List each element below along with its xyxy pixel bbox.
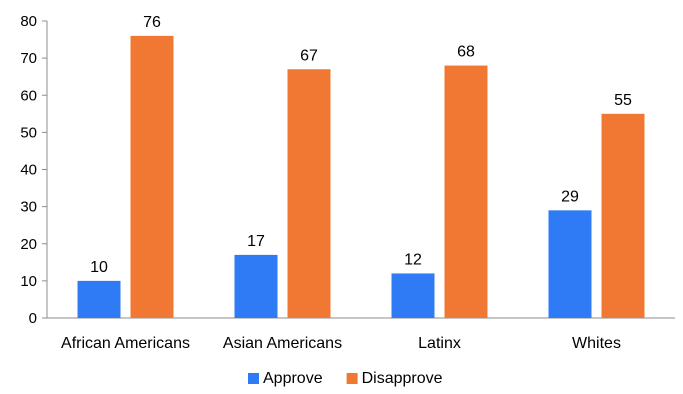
x-tick-label-african-americans: African Americans bbox=[61, 335, 190, 352]
data-label-disapprove-african-americans: 76 bbox=[143, 14, 161, 31]
y-tick-label: 80 bbox=[20, 13, 37, 30]
y-tick-label: 50 bbox=[20, 124, 37, 141]
bar-approve-asian-americans bbox=[234, 254, 278, 318]
data-label-disapprove-asian-americans: 67 bbox=[300, 47, 318, 64]
data-label-disapprove-whites: 55 bbox=[614, 92, 632, 109]
bar-disapprove-latinx bbox=[444, 65, 488, 318]
x-tick-label-asian-americans: Asian Americans bbox=[223, 335, 342, 352]
legend-swatch-approve bbox=[248, 373, 259, 384]
data-label-approve-african-americans: 10 bbox=[90, 259, 108, 276]
legend-swatch-disapprove bbox=[346, 373, 358, 384]
y-tick-label: 60 bbox=[20, 87, 37, 104]
data-label-disapprove-latinx: 68 bbox=[457, 44, 475, 61]
bar-disapprove-asian-americans bbox=[287, 69, 331, 318]
legend-label-disapprove: Disapprove bbox=[362, 370, 443, 387]
data-label-approve-latinx: 12 bbox=[404, 251, 422, 268]
x-axis: African Americans Asian Americans Latinx Wh… bbox=[47, 317, 675, 352]
legend-label-approve: Approve bbox=[263, 370, 323, 387]
data-labels: 10 76 17 67 12 68 29 55 bbox=[90, 14, 632, 276]
data-label-approve-asian-americans: 17 bbox=[247, 233, 265, 250]
x-tick-label-whites: Whites bbox=[572, 335, 621, 352]
bar-disapprove-whites bbox=[601, 113, 645, 318]
bar-approve-latinx bbox=[391, 273, 435, 318]
y-tick-label: 20 bbox=[20, 236, 37, 253]
bar-approve-whites bbox=[548, 210, 592, 318]
data-label-approve-whites: 29 bbox=[561, 188, 579, 205]
y-tick-label: 0 bbox=[29, 310, 37, 327]
y-tick-label: 30 bbox=[20, 199, 37, 216]
x-tick-label-latinx: Latinx bbox=[418, 335, 461, 352]
y-tick-label: 40 bbox=[20, 162, 37, 179]
y-tick-label: 10 bbox=[20, 273, 37, 290]
y-axis: 0 10 20 30 40 50 60 70 80 bbox=[20, 13, 48, 327]
bars bbox=[77, 35, 645, 318]
bar-disapprove-african-americans bbox=[130, 35, 174, 318]
bar-approve-african-americans bbox=[77, 280, 121, 318]
y-tick-label: 70 bbox=[20, 50, 37, 67]
legend: Approve Disapprove bbox=[248, 370, 443, 387]
